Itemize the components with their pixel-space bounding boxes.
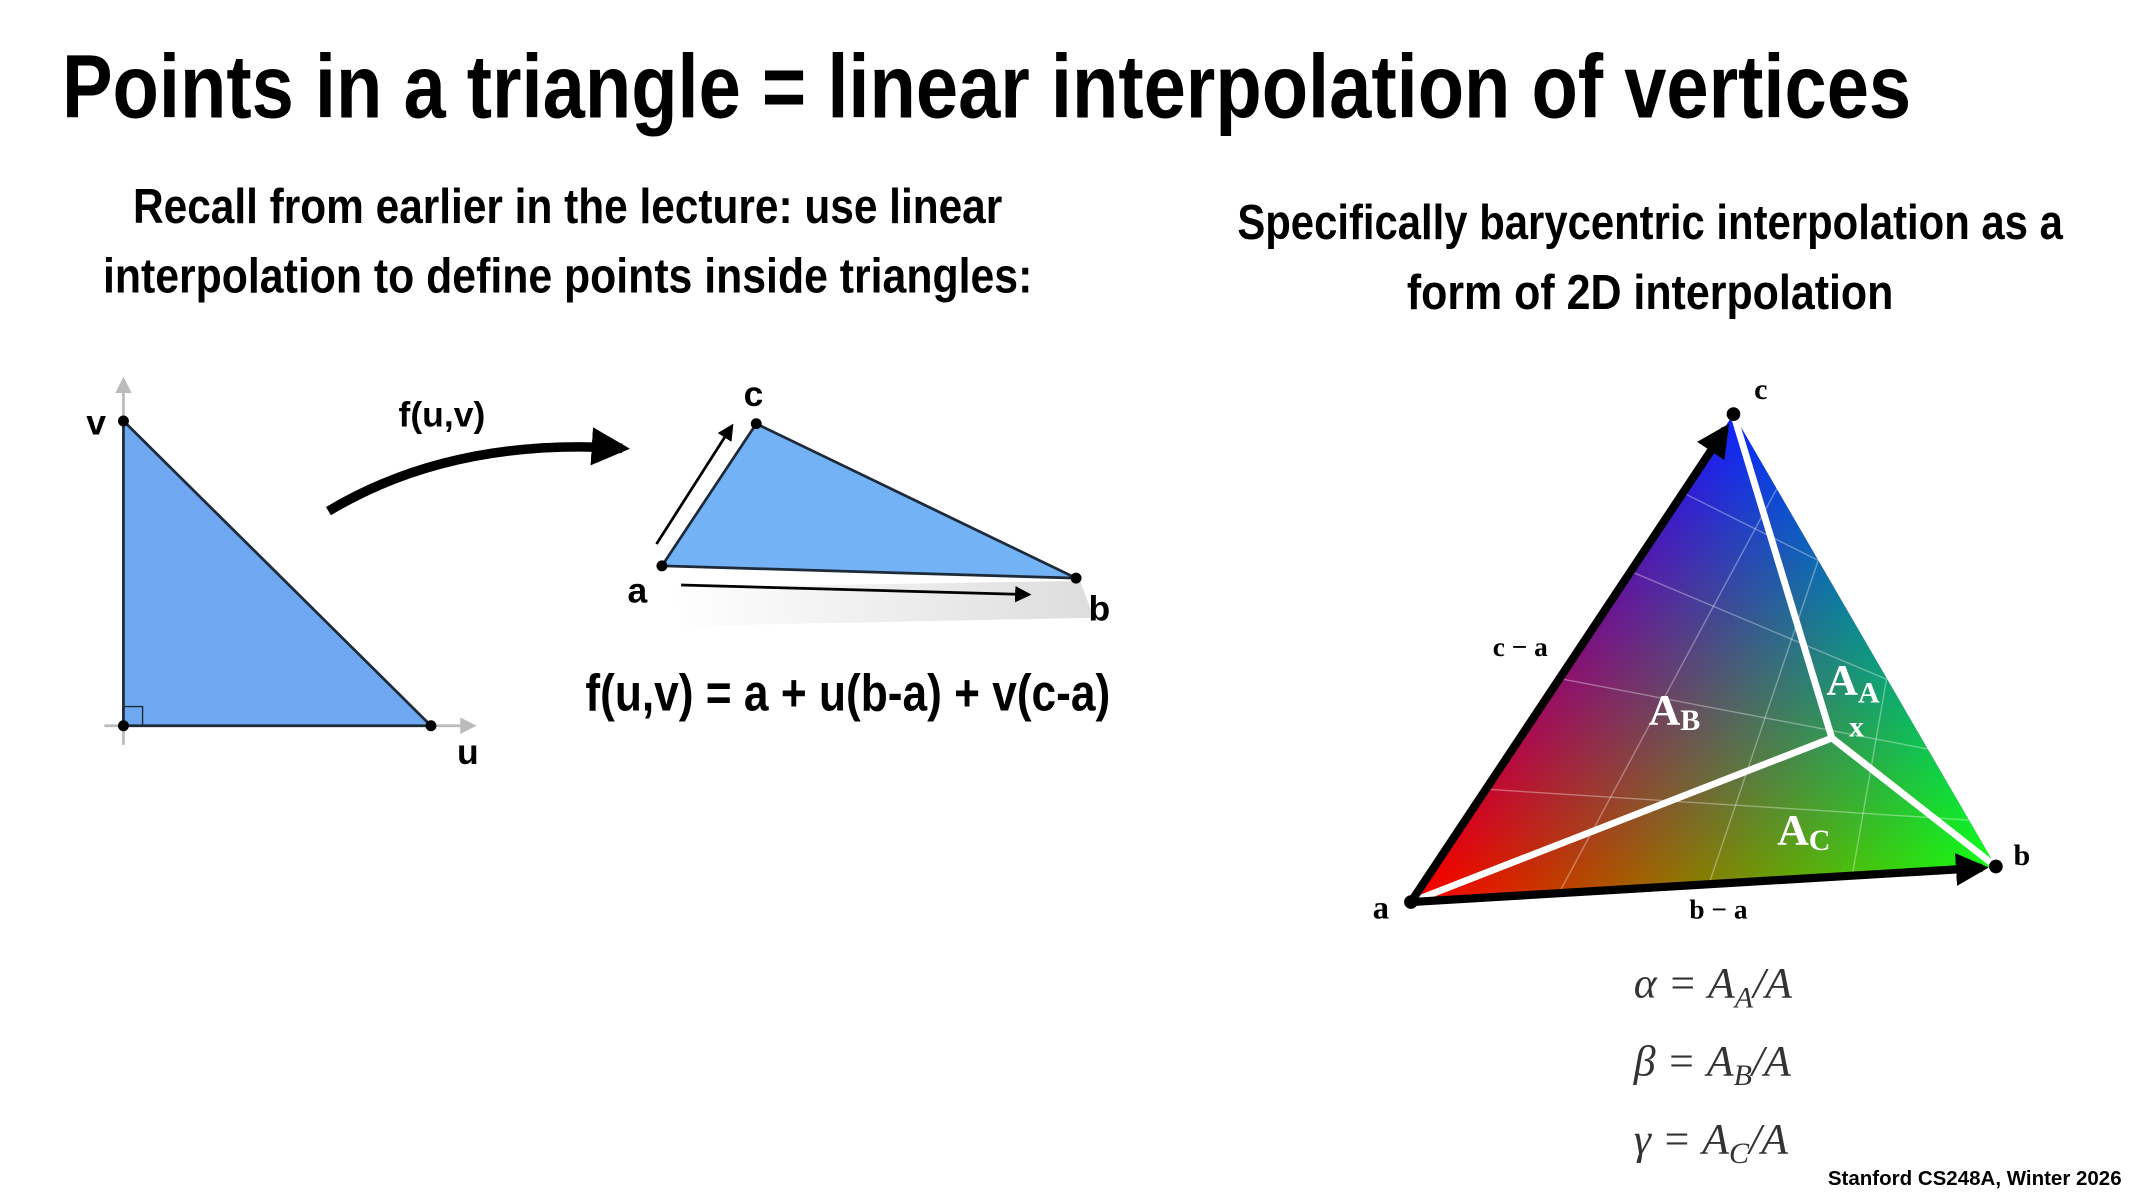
vertex-dot: [656, 560, 668, 572]
eq-sub: B: [1734, 1058, 1752, 1092]
equation: γ = AC/A: [1634, 1116, 1789, 1171]
point-label: x: [1849, 710, 1864, 744]
vertex-dot: [1404, 895, 1418, 909]
map-arrow: [325, 427, 630, 516]
a-label: a: [1373, 890, 1389, 926]
mapped-triangle: [659, 421, 1077, 580]
vertex-dot: [1989, 859, 2003, 874]
a-label: a: [627, 571, 647, 611]
iso-lines: [1476, 485, 1969, 895]
v-label: v: [86, 403, 106, 443]
left-heading: interpolation to define points inside tr…: [103, 248, 1032, 303]
equations: α = AA/Aβ = AB/Aγ = AC/A: [1633, 960, 1793, 1170]
right-heading: form of 2D interpolation: [1407, 265, 1894, 320]
eq-tail: /A: [1747, 1116, 1788, 1164]
area-label: AA: [1826, 656, 1880, 709]
vertex-dot: [1726, 407, 1741, 421]
formula: f(u,v) = a + u(b-a) + v(c-a): [585, 665, 1110, 723]
c-label: c: [744, 374, 764, 414]
footer: Stanford CS248A, Winter 2026: [1828, 1167, 2122, 1190]
map-label: f(u,v): [399, 394, 486, 434]
b-label: b: [2013, 838, 2030, 872]
u-label: u: [457, 732, 479, 772]
vertex-dot: [1070, 572, 1082, 584]
eq-sub: A: [1733, 980, 1754, 1014]
left-heading: Recall from earlier in the lecture: use …: [133, 179, 1002, 234]
area-splits: [1409, 413, 1998, 906]
color-fill: [1410, 414, 1996, 903]
equation: α = AA/A: [1634, 960, 1793, 1015]
b-label: b: [1088, 589, 1110, 629]
right-angle: [123, 705, 144, 726]
eq-tail: /A: [1751, 960, 1792, 1008]
area-label: AB: [1649, 686, 1701, 736]
area-sub: A: [1858, 676, 1880, 710]
area-main: A: [1649, 686, 1681, 734]
eq-main: A: [1704, 1038, 1734, 1086]
c-label: c: [1754, 372, 1767, 406]
area-main: A: [1826, 656, 1858, 704]
area-main: A: [1777, 807, 1809, 855]
eq-lhs: γ =: [1634, 1116, 1692, 1164]
slide-title: Points in a triangle = linear interpolat…: [62, 37, 1911, 138]
area-sub: B: [1680, 703, 1700, 737]
edge-arrow: [1410, 853, 1989, 907]
eq-sub: C: [1729, 1136, 1750, 1170]
vertex-dot: [425, 720, 437, 732]
area-sub: C: [1809, 823, 1831, 857]
edge-arrow: [1407, 423, 1729, 905]
eq-lhs: α =: [1634, 960, 1697, 1008]
eq-main: A: [1699, 1116, 1729, 1164]
area-label: AC: [1777, 807, 1830, 857]
vertex-dot: [750, 418, 762, 430]
equation: β = AB/A: [1633, 1038, 1791, 1093]
edge-label: b − a: [1689, 894, 1747, 924]
edge-label: c − a: [1493, 632, 1548, 662]
edge-arrow: [681, 583, 1032, 603]
eq-main: A: [1705, 960, 1735, 1008]
uv-triangle: [122, 417, 435, 728]
eq-tail: /A: [1750, 1038, 1791, 1086]
vertex-dot: [117, 720, 129, 732]
right-heading: Specifically barycentric interpolation a…: [1237, 195, 2063, 250]
vertex-dot: [117, 415, 129, 427]
blue-fill: [1410, 414, 1996, 903]
edge-arrow: [655, 423, 734, 545]
eq-lhs: β =: [1633, 1038, 1696, 1086]
